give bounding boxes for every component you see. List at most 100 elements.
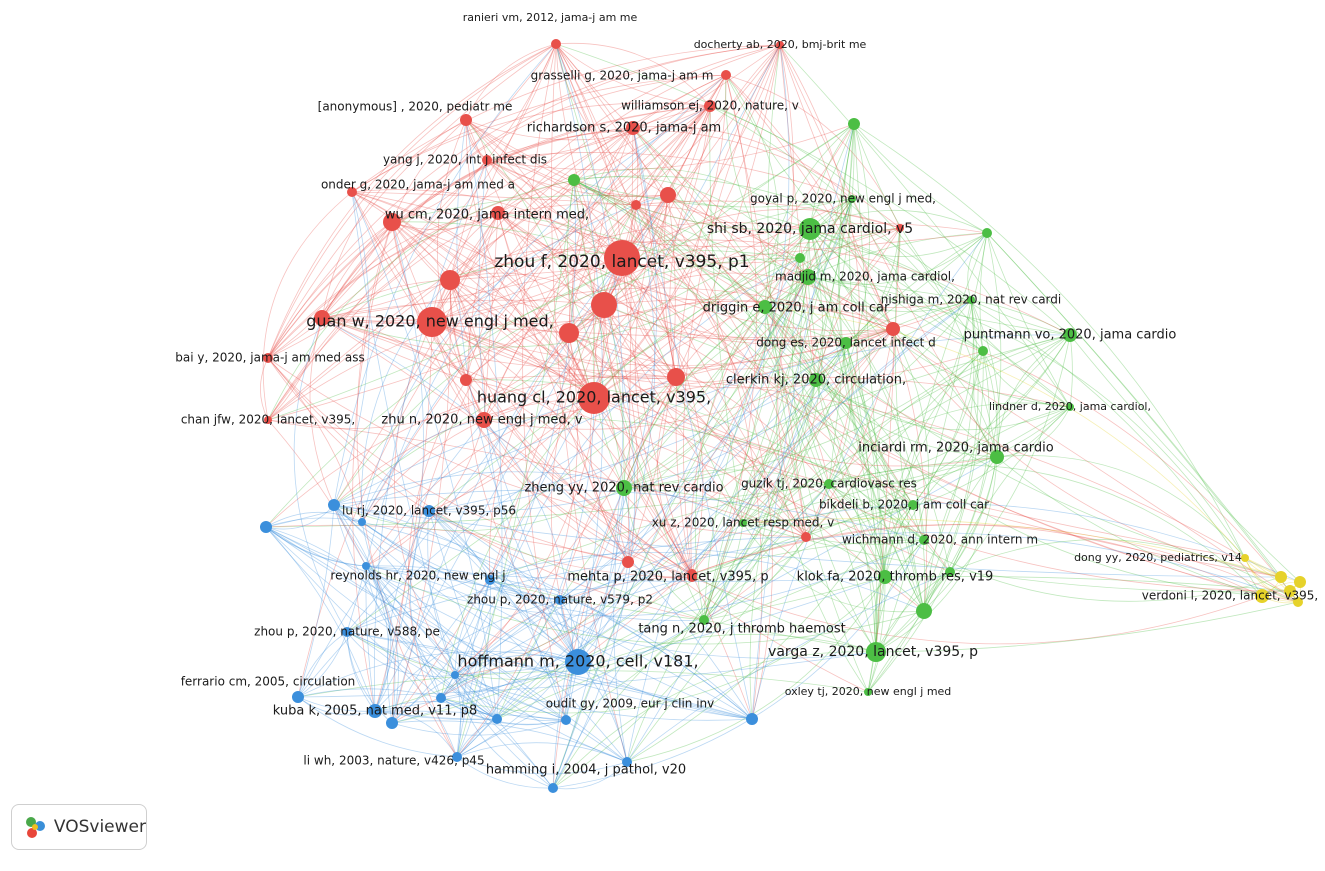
edge (265, 524, 629, 563)
edge (565, 379, 817, 721)
edge (603, 304, 807, 538)
edge (465, 74, 727, 381)
edge (391, 221, 677, 378)
edge (346, 631, 456, 677)
edge (559, 376, 677, 601)
edge (949, 299, 1000, 573)
edge (497, 212, 766, 308)
edge (815, 123, 855, 381)
edge (346, 619, 705, 680)
edge (497, 212, 605, 306)
edge (486, 152, 853, 200)
edge (828, 483, 886, 578)
edge (267, 419, 367, 567)
edge (440, 576, 886, 699)
edge (267, 179, 575, 359)
edge (568, 332, 677, 378)
node-label: bai y, 2020, jama-j am med ass (175, 351, 364, 365)
edge (449, 279, 894, 339)
edge (346, 257, 623, 633)
node (491, 206, 505, 220)
edge (333, 397, 595, 506)
edge (751, 123, 855, 720)
node (776, 41, 784, 49)
edge (555, 43, 604, 721)
edge (431, 321, 629, 563)
edge (555, 43, 711, 107)
edge (410, 510, 442, 699)
vosviewer-logo[interactable]: VOSviewer (11, 804, 147, 850)
node (660, 187, 676, 203)
edge (440, 599, 561, 699)
node-label: dong es, 2020, lancet infect d (756, 336, 936, 350)
node (492, 714, 502, 724)
edge (265, 526, 442, 699)
edge (799, 198, 853, 259)
nodes (260, 39, 1306, 793)
edge (603, 105, 711, 306)
edge (663, 194, 677, 378)
edge (267, 212, 499, 421)
node (292, 691, 304, 703)
edge (456, 579, 491, 758)
edge (351, 191, 595, 399)
edge (691, 576, 1263, 645)
edge (449, 272, 605, 306)
edge (351, 191, 595, 399)
node (555, 595, 565, 605)
edge (623, 376, 677, 489)
edge (265, 526, 925, 617)
edge (742, 334, 1071, 524)
node-label: puntmann vo, 2020, jama cardio (964, 328, 1177, 343)
edge (703, 74, 757, 621)
edge (454, 674, 567, 722)
edge (613, 487, 628, 763)
edge (265, 526, 442, 699)
edge (361, 419, 485, 523)
node (1275, 571, 1287, 583)
node (978, 346, 988, 356)
node (328, 499, 340, 511)
edge (892, 328, 1282, 578)
edge (603, 304, 744, 524)
edge (465, 74, 727, 381)
edge (297, 334, 1071, 698)
edge (573, 175, 972, 301)
edge (391, 105, 711, 724)
edge (440, 697, 567, 725)
node-label: li wh, 2003, nature, v426, p45 (303, 754, 484, 768)
edge (853, 123, 1071, 408)
edge (333, 504, 498, 720)
edge (623, 306, 766, 489)
edge (265, 526, 367, 567)
edge (497, 212, 901, 248)
edge (725, 74, 779, 308)
node-label: docherty ab, 2020, bmj-brit me (694, 38, 867, 51)
edge (675, 227, 901, 378)
edge (742, 342, 847, 524)
edge (497, 212, 629, 563)
node (1294, 576, 1306, 588)
edge (807, 227, 901, 278)
edge (986, 232, 1282, 578)
edge (709, 105, 744, 524)
edge (297, 419, 485, 698)
node-label: hoffmann m, 2020, cell, v181, (457, 652, 698, 671)
node (622, 757, 632, 767)
edge (970, 299, 1071, 336)
node-label: reynolds hr, 2020, new engl j (330, 569, 505, 583)
edge (751, 232, 988, 720)
edge (552, 539, 925, 789)
edge (709, 105, 984, 352)
edge (428, 276, 809, 512)
node (604, 240, 640, 276)
edge (573, 179, 766, 308)
node (799, 218, 821, 240)
edge (635, 204, 972, 308)
edge (428, 228, 811, 512)
edge (552, 379, 817, 789)
edge (391, 194, 972, 301)
edge (815, 227, 901, 381)
